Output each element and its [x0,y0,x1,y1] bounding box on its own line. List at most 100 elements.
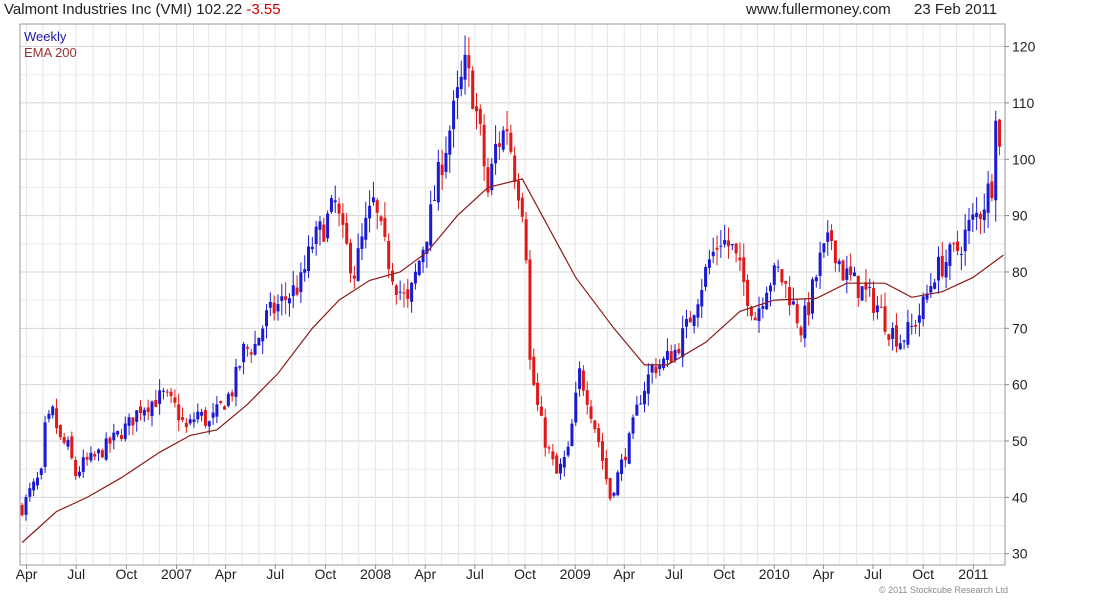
candle-up [936,256,940,281]
candle-down [581,370,585,391]
candle-up [150,401,154,416]
candle-up [707,259,711,268]
candle-up [142,409,146,416]
candle-down [669,351,673,363]
candle-up [192,419,196,423]
site-url[interactable]: www.fullermoney.com [746,1,891,18]
candle-up [963,229,967,252]
candle-up [933,282,937,289]
candle-down [108,437,112,444]
candle-up [326,213,330,239]
legend-ema-200: EMA 200 [24,45,77,60]
candle-up [578,368,582,389]
candle-up [906,322,910,345]
candle-up [803,305,807,339]
security-name: Valmont Industries Inc (VMI) [4,1,193,18]
candle-down [352,275,356,279]
candle-up [448,130,452,155]
candle-up [650,365,654,373]
candle-up [501,130,505,150]
candle-down [742,257,746,282]
candle-up [761,306,765,309]
candle-up [768,285,772,292]
candle-down [593,420,597,430]
candle-up [975,212,979,218]
plot-frame [19,23,1006,566]
candle-up [704,267,708,287]
candle-down [173,397,177,403]
candle-up [196,411,200,420]
candle-up [287,298,291,304]
candle-up [429,204,433,246]
candle-up [490,163,494,191]
candle-up [826,232,830,242]
candle-down [623,456,627,461]
candle-down [219,400,223,403]
candle-up [276,304,280,312]
x-tick-label: Jul [665,566,683,582]
candle-down [753,317,757,321]
candle-down [654,366,658,374]
candle-up [234,366,238,397]
candle-up [891,327,895,339]
candle-up [77,471,81,476]
candle-up [639,403,643,405]
candle-up [562,456,566,468]
candle-down [524,219,528,261]
candle-up [433,199,437,201]
y-tick-label: 80 [1012,264,1028,280]
candle-down [223,406,227,410]
candle-up [620,459,624,474]
candle-down [475,106,479,112]
candle-up [364,217,368,240]
candle-up [860,286,864,301]
candle-up [47,413,51,419]
candle-down [62,437,66,443]
candle-up [646,374,650,394]
candle-down [513,155,517,182]
candle-up [845,268,849,280]
candle-up [700,289,704,307]
x-tick-label: Oct [315,566,337,582]
candle-down [295,287,299,295]
candle-up [314,226,318,245]
candle-up [494,144,498,164]
candle-up [188,419,192,424]
candle-down [230,392,234,397]
candle-up [360,236,364,249]
candle-up [200,411,204,416]
candle-down [749,306,753,317]
candle-up [329,198,333,212]
candle-down [55,408,59,429]
candle-down [85,457,89,460]
candle-down [864,282,868,290]
candle-down [841,260,845,281]
candle-down [784,281,788,284]
x-tick-label: Oct [115,566,137,582]
candle-down [284,296,288,300]
chart-title: Valmont Industries Inc (VMI) 102.22 -3.5… [4,1,281,18]
x-tick-label: 2007 [161,566,192,582]
y-tick-label: 40 [1012,489,1028,505]
ema-200-line [21,178,1004,543]
candle-down [795,304,799,324]
candle-up [757,308,761,321]
candle-down [146,407,150,413]
candle-up [207,421,211,427]
candle-down [20,505,24,516]
candle-up [417,260,421,275]
candle-up [772,265,776,285]
candle-up [791,301,795,305]
candle-down [249,352,253,355]
candle-up [917,315,921,323]
x-tick-label: Apr [16,566,38,582]
candle-down [604,458,608,480]
x-tick-label: 2008 [360,566,391,582]
price-change: -3.55 [246,1,281,18]
candle-down [478,108,482,124]
candle-up [875,305,879,313]
candle-up [898,343,902,350]
last-price: 102.22 [196,1,243,18]
candle-down [780,269,784,283]
